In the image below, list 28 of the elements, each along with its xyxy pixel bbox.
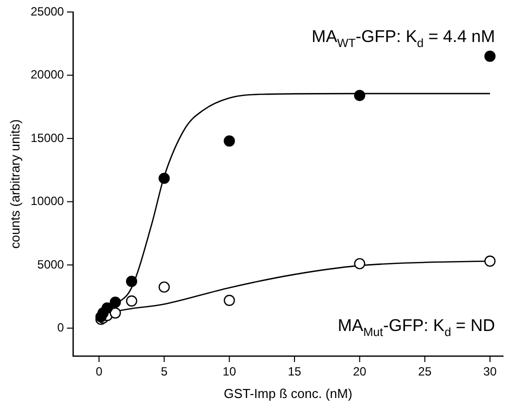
- point: [158, 281, 170, 293]
- x-tick-label: 25: [418, 364, 432, 379]
- y-tick-label: 5000: [37, 257, 64, 272]
- x-tick-label: 5: [160, 364, 168, 379]
- point: [224, 294, 235, 306]
- y-tick-label: 20000: [30, 68, 64, 82]
- x-tick-label: 10: [222, 364, 236, 379]
- x-tick-label: 30: [483, 364, 497, 379]
- y-axis-title: counts (arbitrary units): [7, 119, 22, 249]
- point: [158, 172, 170, 184]
- point: [484, 50, 496, 62]
- point: [126, 295, 138, 307]
- x-axis-title: GST-Imp ß conc. (nM): [224, 386, 352, 401]
- x-tick-label: 20: [352, 364, 367, 379]
- point: [126, 276, 138, 287]
- point: [102, 302, 113, 314]
- point: [354, 258, 366, 270]
- y-tick-label: 25000: [30, 4, 64, 18]
- x-tick-label: 15: [288, 364, 302, 379]
- y-tick-label: 15000: [30, 130, 64, 145]
- y-tick-label: 0: [57, 320, 64, 334]
- point: [484, 256, 496, 267]
- point: [110, 307, 121, 319]
- point: [354, 90, 366, 102]
- point: [224, 135, 235, 147]
- point: [110, 296, 121, 308]
- y-tick-label: 10000: [30, 194, 64, 208]
- x-tick-label: 0: [96, 364, 103, 379]
